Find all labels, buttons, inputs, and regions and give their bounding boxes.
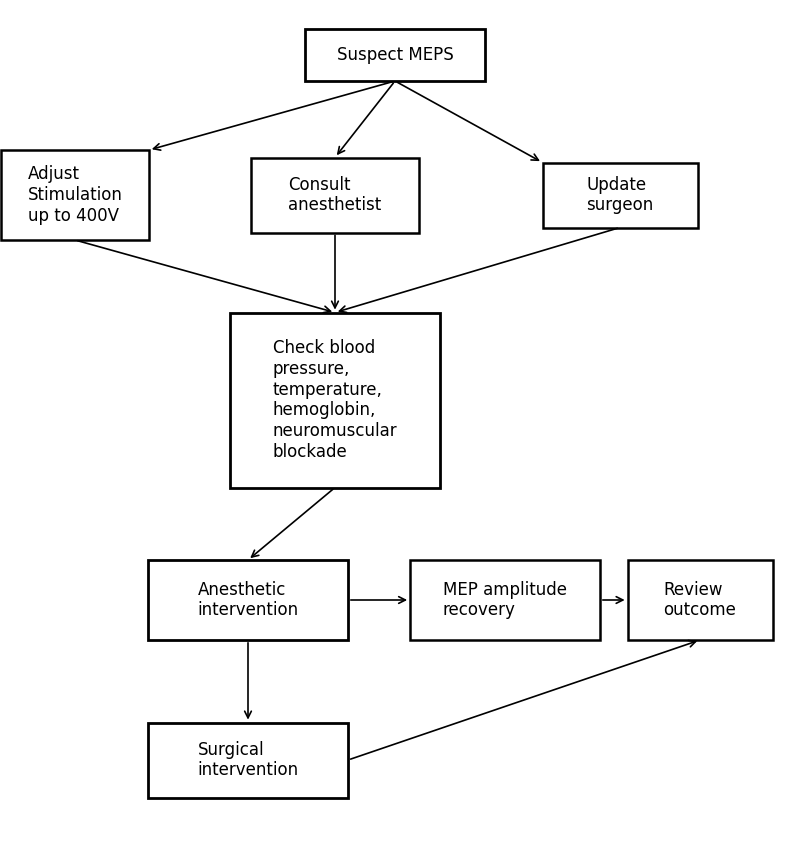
Bar (1, 150, 149, 240)
Text: Adjust
Stimulation
up to 400V: Adjust Stimulation up to 400V (28, 165, 123, 225)
Bar (251, 158, 419, 232)
Bar (543, 163, 698, 227)
Text: Suspect MEPS: Suspect MEPS (337, 46, 453, 64)
Bar (410, 560, 600, 640)
Text: Update
surgeon: Update surgeon (586, 176, 653, 214)
Text: Check blood
pressure,
temperature,
hemoglobin,
neuromuscular
blockade: Check blood pressure, temperature, hemog… (273, 339, 397, 461)
Bar (148, 560, 348, 640)
Text: Anesthetic
intervention: Anesthetic intervention (198, 580, 298, 619)
Text: MEP amplitude
recovery: MEP amplitude recovery (443, 580, 567, 619)
Bar (627, 560, 773, 640)
Text: Review
outcome: Review outcome (664, 580, 736, 619)
Text: Consult
anesthetist: Consult anesthetist (289, 176, 381, 214)
Bar (230, 313, 440, 487)
Bar (305, 29, 485, 81)
Text: Surgical
intervention: Surgical intervention (198, 740, 298, 779)
Bar (148, 722, 348, 797)
